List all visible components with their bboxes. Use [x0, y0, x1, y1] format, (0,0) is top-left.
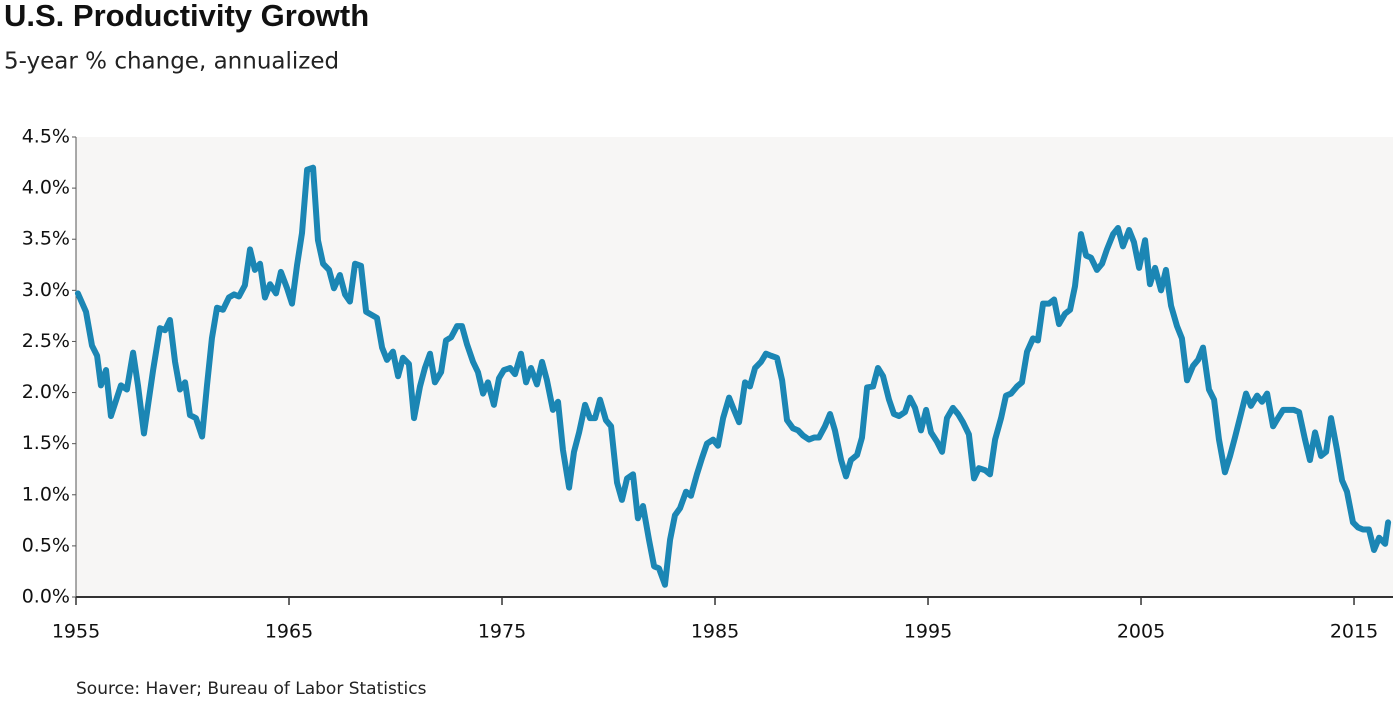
x-tick-label: 1975 [478, 621, 526, 643]
x-tick-label: 1985 [691, 621, 739, 643]
y-tick-label: 1.5% [22, 432, 70, 454]
y-tick-label: 4.5% [22, 126, 70, 148]
data-line [74, 164, 1392, 588]
y-tick-label: 2.0% [22, 381, 70, 403]
x-tick-label: 2015 [1330, 621, 1378, 643]
x-tick-label: 1995 [904, 621, 952, 643]
chart-subtitle: 5-year % change, annualized [4, 49, 339, 75]
y-tick-label: 0.5% [22, 534, 70, 556]
chart-title: U.S. Productivity Growth [4, 0, 369, 33]
plot-area [76, 137, 1393, 597]
source-note: Source: Haver; Bureau of Labor Statistic… [76, 679, 427, 699]
y-tick-label: 0.0% [22, 586, 70, 608]
y-tick-label: 1.0% [22, 483, 70, 505]
y-tick-label: 4.0% [22, 177, 70, 199]
y-tick-label: 3.5% [22, 228, 70, 250]
y-tick-label: 3.0% [22, 279, 70, 301]
y-tick-label: 2.5% [22, 330, 70, 352]
x-tick-label: 1965 [265, 621, 313, 643]
x-tick-label: 2005 [1117, 621, 1165, 643]
x-tick-label: 1955 [52, 621, 100, 643]
